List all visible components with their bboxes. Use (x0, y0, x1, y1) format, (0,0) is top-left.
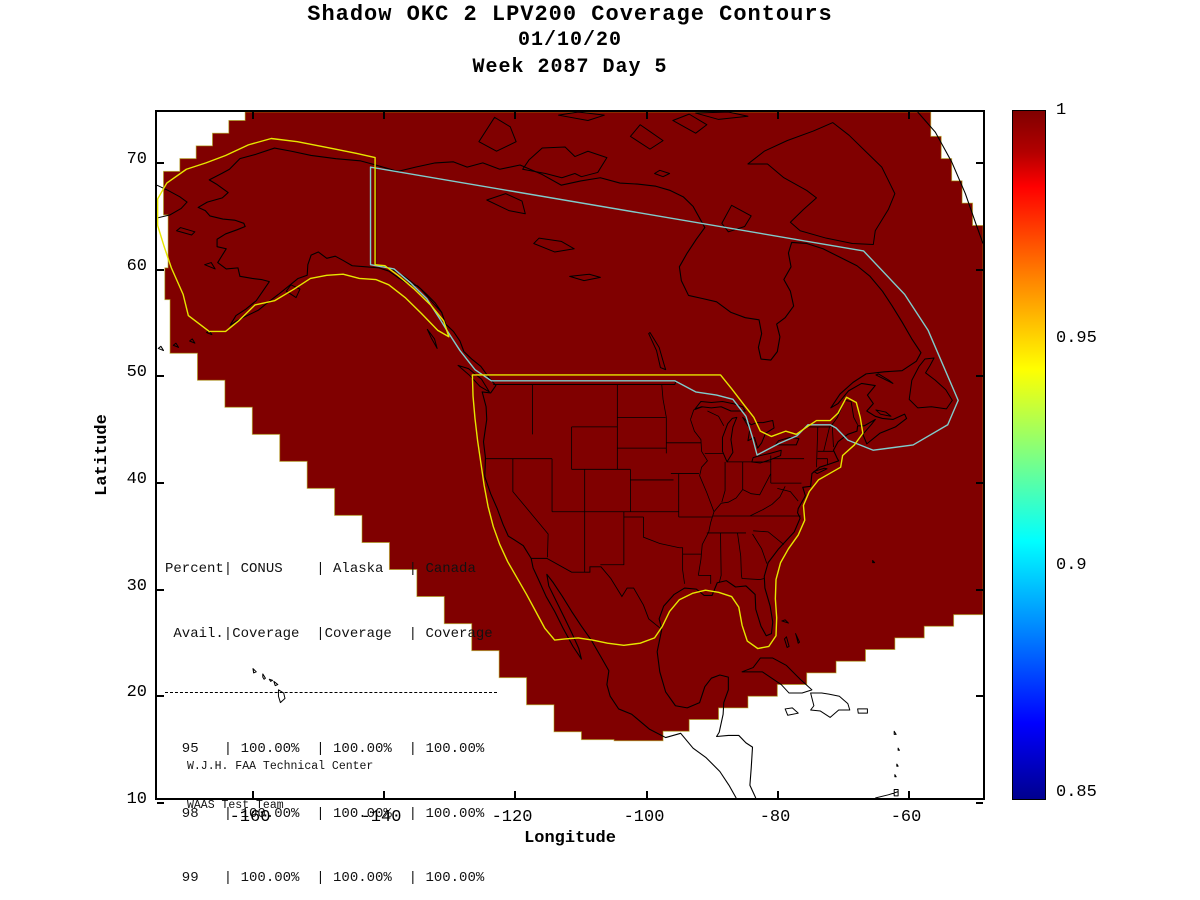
colorbar-tick-label: 0.85 (1056, 783, 1097, 802)
y-tick-mark (157, 589, 164, 591)
y-axis-label: Latitude (93, 414, 112, 496)
x-tick-mark (252, 112, 254, 119)
y-tick-mark (157, 162, 164, 164)
x-tick-mark (646, 791, 648, 798)
table-header-row2: Avail.|Coverage |Coverage | Coverage (165, 625, 493, 642)
table-header-row1: Percent| CONUS | Alaska | Canada (165, 561, 476, 577)
coverage-map-svg (157, 112, 983, 798)
y-tick-mark (976, 695, 983, 697)
y-tick-mark (976, 269, 983, 271)
colorbar-tick-label: 0.9 (1056, 556, 1087, 575)
x-tick-mark (514, 112, 516, 119)
table-row: 98 | 100.00% | 100.00% | 100.00% (165, 805, 485, 822)
y-tick-mark (157, 482, 164, 484)
x-tick-label: -100 (623, 808, 665, 827)
plot-area: Percent| CONUS | Alaska | Canada Avail.|… (155, 110, 985, 886)
conus-coverage-contour (472, 375, 862, 649)
y-tick-mark (976, 375, 983, 377)
table-row: 99 | 100.00% | 100.00% | 100.00% (165, 870, 485, 886)
plot-title: Shadow OKC 2 LPV200 Coverage Contours (307, 2, 833, 27)
plot-subtitle-date: 01/10/20 (517, 29, 622, 52)
x-tick-mark (908, 112, 910, 119)
y-tick-label: 20 (126, 683, 147, 702)
y-tick-label: 60 (126, 257, 147, 276)
x-tick-mark (383, 791, 385, 798)
coverage-region (164, 112, 983, 741)
attribution-line2: WAAS Test Team (187, 799, 284, 812)
y-tick-mark (157, 695, 164, 697)
y-tick-label: 10 (126, 790, 147, 809)
x-axis-label: Longitude (524, 829, 616, 848)
y-tick-mark (976, 802, 983, 804)
us-state-borders (485, 384, 833, 583)
greenland-coastline (918, 112, 983, 243)
x-tick-mark (908, 791, 910, 798)
canada-coverage-contour (371, 167, 959, 455)
x-tick-mark (514, 791, 516, 798)
attribution: W.J.H. FAA Technical Center WAAS Test Te… (187, 734, 373, 838)
y-tick-mark (157, 802, 164, 804)
x-tick-label: -160 (229, 808, 271, 827)
x-tick-mark (646, 112, 648, 119)
x-tick-label: -120 (491, 808, 533, 827)
y-tick-mark (976, 589, 983, 591)
x-tick-label: -80 (759, 808, 791, 827)
y-tick-mark (157, 375, 164, 377)
x-tick-mark (252, 791, 254, 798)
y-tick-mark (976, 482, 983, 484)
colorbar-tick-label: 1 (1056, 101, 1067, 120)
attribution-line1: W.J.H. FAA Technical Center (187, 760, 374, 773)
x-tick-mark (777, 791, 779, 798)
colorbar-gradient (1012, 110, 1046, 800)
north-america-coastline (198, 148, 921, 798)
islands-outlines (158, 112, 952, 798)
x-tick-label: -140 (360, 808, 402, 827)
x-tick-mark (383, 112, 385, 119)
x-tick-mark (777, 112, 779, 119)
y-tick-label: 50 (126, 363, 147, 382)
y-tick-label: 40 (126, 470, 147, 489)
plot-subtitle-week: Week 2087 Day 5 (472, 56, 668, 79)
table-separator (165, 692, 497, 693)
y-tick-label: 70 (126, 150, 147, 169)
x-tick-label: -60 (890, 808, 922, 827)
y-tick-label: 30 (126, 577, 147, 596)
colorbar-tick-label: 0.95 (1056, 329, 1097, 348)
coverage-table: Percent| CONUS | Alaska | Canada Avail.|… (165, 516, 497, 900)
alaska-coverage-contour (158, 139, 449, 337)
y-tick-mark (976, 162, 983, 164)
y-tick-mark (157, 269, 164, 271)
chukotka-coastline (157, 185, 187, 218)
table-row: 95 | 100.00% | 100.00% | 100.00% (165, 741, 485, 757)
